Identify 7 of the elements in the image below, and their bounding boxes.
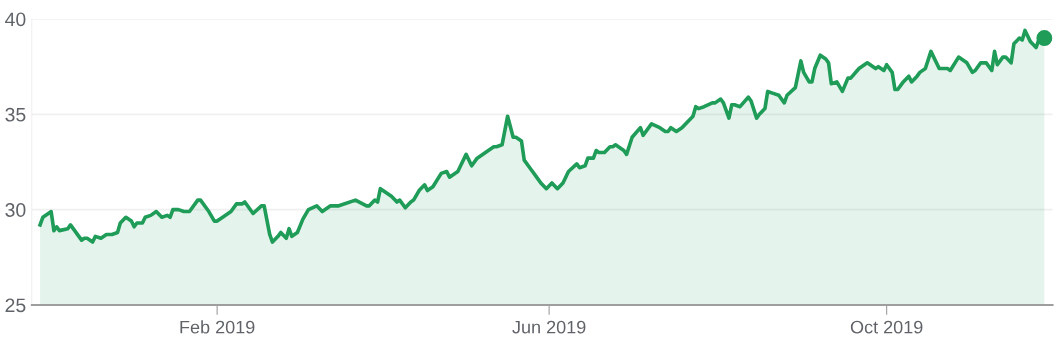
y-tick-label: 25 [5,298,26,313]
x-tick-label: Oct 2019 [850,320,923,334]
x-tick-label: Feb 2019 [180,320,255,334]
y-tick-label: 30 [5,203,26,217]
y-tick-label: 40 [5,12,26,27]
x-tick-label: Jun 2019 [512,320,586,334]
y-tick-label: 35 [5,107,26,122]
